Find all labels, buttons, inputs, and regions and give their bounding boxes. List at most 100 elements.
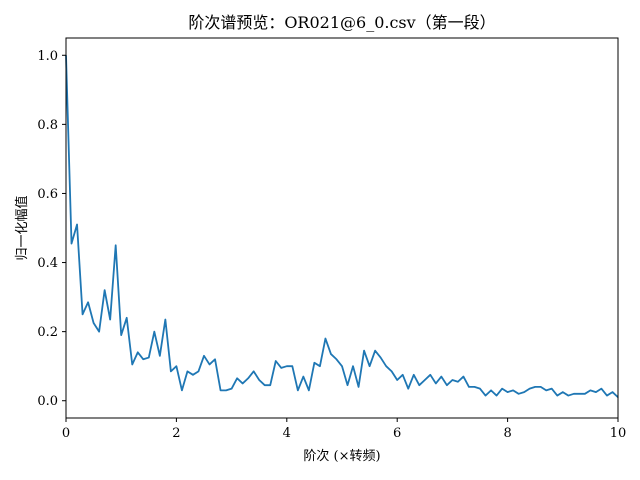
data-point xyxy=(556,394,558,397)
chart-title: 阶次谱预览：OR021@6_0.csv（第一段） xyxy=(188,13,495,32)
data-point xyxy=(192,374,194,376)
y-tick-label: 0.4 xyxy=(37,256,58,271)
data-point xyxy=(413,374,415,376)
data-point xyxy=(275,360,277,362)
data-point xyxy=(104,289,106,291)
data-point xyxy=(236,377,238,379)
y-axis-label: 归一化幅值 xyxy=(14,195,30,260)
data-point xyxy=(203,355,205,357)
x-tick-label: 2 xyxy=(172,426,180,441)
data-point xyxy=(446,384,448,386)
data-point xyxy=(363,350,365,352)
data-point xyxy=(606,394,608,397)
data-point xyxy=(562,391,564,393)
data-point xyxy=(93,322,95,324)
y-tick-label: 0.8 xyxy=(37,118,58,133)
x-tick-label: 0 xyxy=(62,426,70,441)
data-point xyxy=(219,389,222,391)
data-point xyxy=(578,393,580,395)
data-point xyxy=(589,389,592,391)
data-point xyxy=(374,350,376,352)
data-point xyxy=(319,365,321,367)
series-points xyxy=(65,54,619,398)
data-point xyxy=(380,356,382,359)
data-point xyxy=(247,377,249,379)
data-point xyxy=(148,356,150,359)
data-point xyxy=(352,365,354,367)
data-point xyxy=(70,242,73,245)
data-point xyxy=(126,317,128,319)
data-point xyxy=(507,391,509,393)
data-point xyxy=(540,386,542,388)
data-point xyxy=(567,394,569,397)
data-point xyxy=(495,394,498,397)
data-point xyxy=(369,365,371,367)
data-point xyxy=(214,358,216,360)
data-point xyxy=(534,386,536,388)
data-point xyxy=(479,388,481,390)
data-point xyxy=(264,384,266,386)
data-point xyxy=(269,384,271,386)
data-point xyxy=(159,355,161,357)
data-point xyxy=(153,331,155,333)
data-point xyxy=(484,394,487,397)
data-point xyxy=(357,386,360,388)
data-point xyxy=(473,386,476,388)
data-point xyxy=(142,358,144,360)
data-point xyxy=(501,388,503,390)
data-point xyxy=(242,382,244,385)
x-tick-label: 8 xyxy=(503,426,511,441)
axes-frame xyxy=(65,37,619,419)
data-point xyxy=(490,389,492,391)
data-point xyxy=(109,318,111,321)
y-tick-label: 0.0 xyxy=(37,394,58,409)
data-point xyxy=(424,379,426,381)
data-point xyxy=(418,384,420,386)
data-point xyxy=(302,375,304,378)
data-point xyxy=(584,393,586,395)
data-point xyxy=(170,370,172,372)
data-point xyxy=(545,389,547,391)
data-point xyxy=(313,362,315,364)
data-point xyxy=(573,393,575,395)
data-point xyxy=(87,301,89,303)
x-tick-label: 10 xyxy=(610,426,627,441)
data-point xyxy=(81,313,84,315)
data-point xyxy=(137,351,139,353)
data-point xyxy=(396,379,398,381)
data-point xyxy=(335,358,338,360)
data-point xyxy=(391,370,393,372)
data-point xyxy=(518,393,520,395)
data-point xyxy=(98,331,100,333)
data-point xyxy=(291,365,293,367)
data-point xyxy=(76,223,78,226)
data-point xyxy=(435,382,437,385)
data-point xyxy=(407,388,409,390)
data-point xyxy=(346,384,349,386)
data-point xyxy=(308,389,310,391)
y-axis: 0.0 0.2 0.4 0.6 0.8 1.0 xyxy=(37,49,66,409)
data-point xyxy=(595,391,597,393)
data-point xyxy=(451,379,453,381)
data-point xyxy=(253,370,255,372)
data-point xyxy=(131,363,133,366)
data-point xyxy=(440,375,442,378)
data-point xyxy=(164,318,166,321)
y-tick-label: 0.6 xyxy=(37,187,58,202)
data-point xyxy=(551,388,553,390)
data-point xyxy=(225,389,227,391)
data-point xyxy=(175,365,177,367)
data-point xyxy=(385,365,387,367)
data-point xyxy=(457,381,459,383)
data-point xyxy=(115,244,117,246)
data-point xyxy=(297,389,299,391)
data-point xyxy=(523,391,525,393)
data-point xyxy=(286,365,288,367)
x-axis-label: 阶次 (×转频) xyxy=(303,448,380,464)
data-point xyxy=(429,374,431,376)
data-point xyxy=(468,386,470,388)
data-point xyxy=(324,337,327,340)
data-point xyxy=(402,374,404,376)
